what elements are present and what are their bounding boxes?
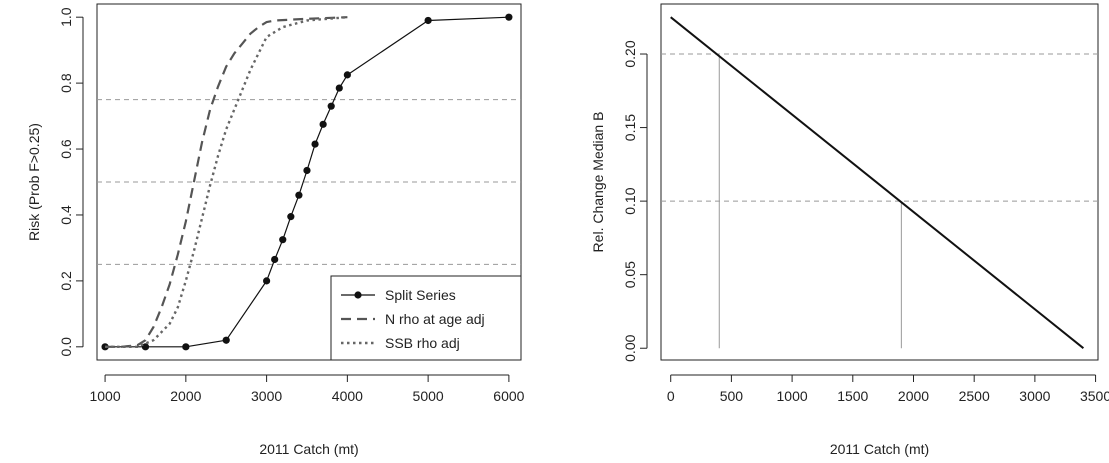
data-point <box>222 336 230 344</box>
data-point <box>505 13 513 21</box>
y-tick-label: 1.0 <box>58 7 74 27</box>
y-tick-label: 0.20 <box>622 40 638 67</box>
data-point <box>343 71 351 79</box>
series-line-0 <box>670 16 1085 349</box>
x-tick-label: 3500 <box>1080 388 1109 404</box>
x-tick-label: 500 <box>720 388 744 404</box>
x-tick-label: 1500 <box>837 388 868 404</box>
y-tick-label: 0.4 <box>58 205 74 225</box>
data-point <box>327 102 335 110</box>
y-tick-label: 0.8 <box>58 73 74 93</box>
series-line-2 <box>105 16 348 348</box>
y-tick-label: 0.15 <box>622 114 638 141</box>
x-tick-label: 2500 <box>959 388 990 404</box>
data-point <box>303 166 311 175</box>
series-line-1 <box>105 16 348 348</box>
x-tick-label: 2000 <box>170 388 201 404</box>
data-point <box>287 213 295 221</box>
x-tick-label: 4000 <box>332 388 363 404</box>
legend-label: Split Series <box>385 287 456 303</box>
legend-label: N rho at age adj <box>385 311 485 327</box>
data-point <box>263 277 271 285</box>
data-point <box>424 16 432 25</box>
x-tick-label: 6000 <box>493 388 524 404</box>
data-point <box>101 343 109 351</box>
biomass-change-chart: 0 500 1000 1500 2000 2500 3000 3500 0.00 0.05 0.10… <box>590 3 1109 457</box>
x-axis-title: 2011 Catch (mt) <box>830 441 929 457</box>
x-tick-label: 3000 <box>1019 388 1050 404</box>
plot-frame <box>660 3 1099 361</box>
x-tick-label: 1000 <box>89 388 120 404</box>
x-tick-label: 0 <box>667 388 675 404</box>
y-axis-title: Rel. Change Median B <box>590 112 606 253</box>
y-axis-title: Risk (Prob F>0.25) <box>26 123 42 241</box>
data-point <box>182 343 190 351</box>
y-tick-label: 0.6 <box>58 139 74 159</box>
x-tick-label: 3000 <box>251 388 282 404</box>
x-tick-label: 1000 <box>777 388 808 404</box>
data-point <box>141 343 150 351</box>
data-point <box>335 84 343 92</box>
data-point <box>295 191 303 199</box>
legend-marker <box>354 291 362 299</box>
data-point <box>319 120 327 128</box>
data-point <box>271 255 279 264</box>
y-tick-label: 0.0 <box>58 337 74 357</box>
y-tick-label: 0.00 <box>622 334 638 361</box>
x-tick-label: 2000 <box>898 388 929 404</box>
x-axis-title: 2011 Catch (mt) <box>259 441 358 457</box>
risk-chart: 1000 2000 3000 4000 5000 6000 0.0 0.2 0.4 0.6 0.8 1… <box>26 3 525 457</box>
x-tick-label: 5000 <box>413 388 444 404</box>
data-point <box>279 236 287 244</box>
y-tick-label: 0.2 <box>58 271 74 291</box>
y-tick-label: 0.10 <box>622 187 638 214</box>
y-tick-label: 0.05 <box>622 261 638 288</box>
data-point <box>311 140 319 148</box>
legend-label: SSB rho adj <box>385 335 460 351</box>
